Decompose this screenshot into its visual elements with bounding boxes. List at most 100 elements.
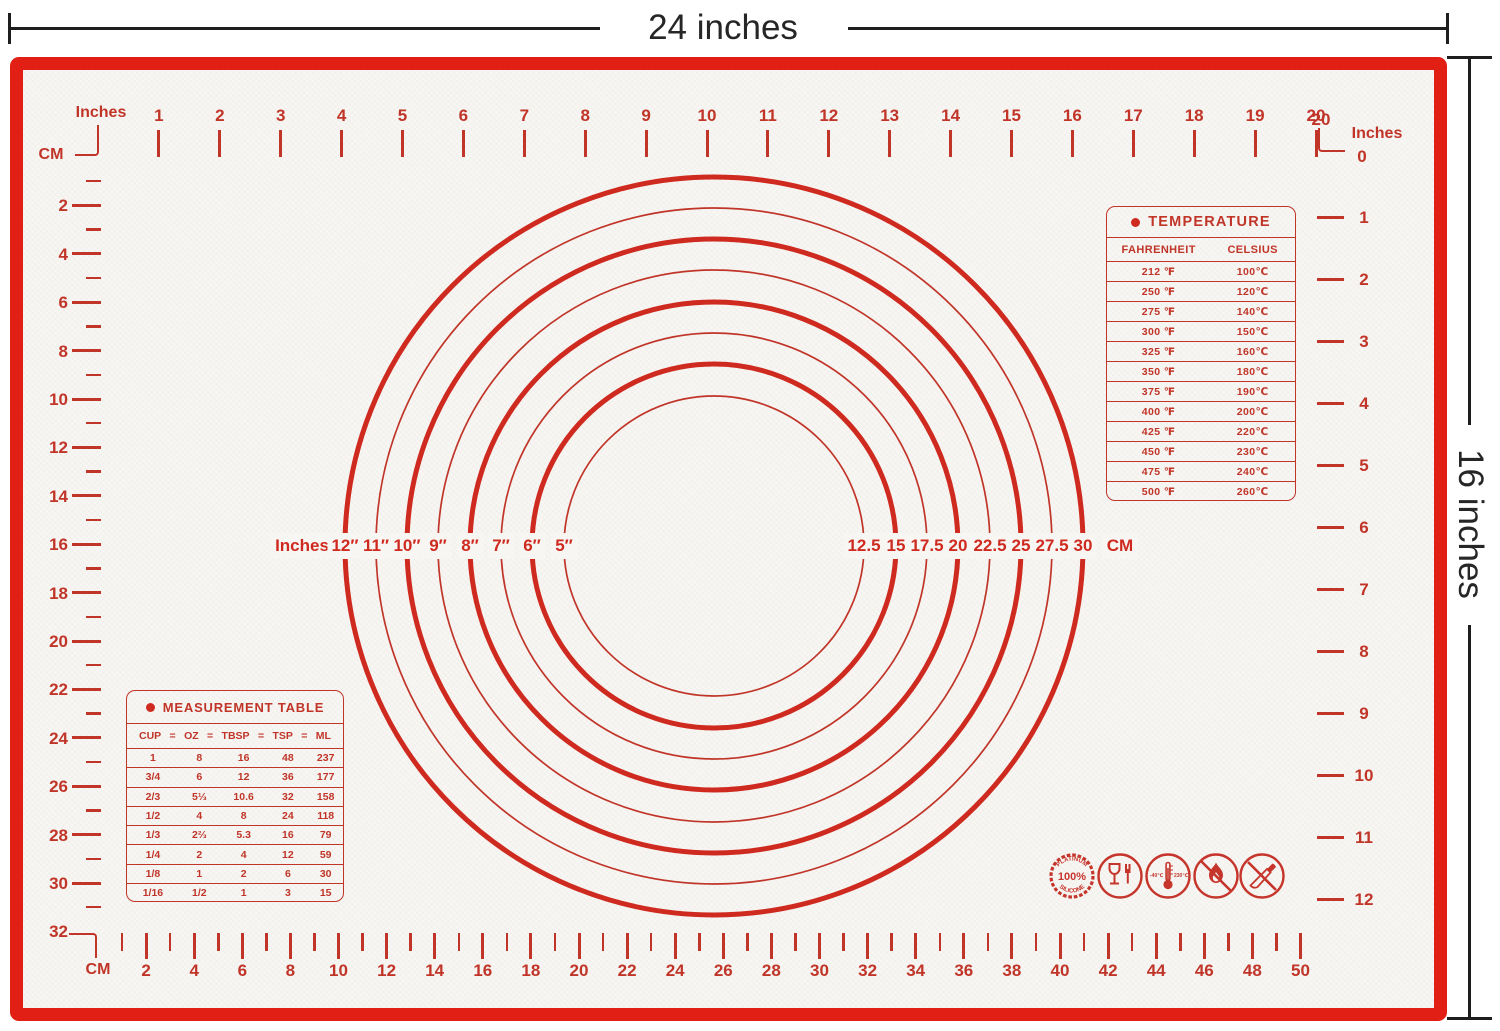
bottom-ruler-unit-label: CM xyxy=(85,961,111,978)
measurement-value: 2/3 xyxy=(145,790,161,803)
top-left-origin-corner xyxy=(75,125,99,156)
left-ruler-number: 20 xyxy=(49,632,68,651)
fahrenheit-value: 450 ℉ xyxy=(1141,445,1176,458)
left-ruler-number: 22 xyxy=(49,680,68,700)
right-ruler-number: 5 xyxy=(1359,456,1369,475)
circle-diameter-label-cm: 17.5 xyxy=(906,533,948,559)
measurement-table-rows: 1 8 16 48 237 3/4 6 12 36 177 2/3 5⅓ 10.6 32 158 1/2 4 8 2… xyxy=(127,748,343,902)
celsius-value: 230℃ xyxy=(1236,445,1269,458)
bottom-ruler-number: 48 xyxy=(1242,961,1262,980)
left-ruler-number: 12 xyxy=(49,438,68,458)
right-ruler-tick xyxy=(1317,215,1344,219)
left-ruler-tick-short xyxy=(86,905,101,909)
top-ruler-number: 15 xyxy=(1002,106,1021,125)
measurement-table-row: 1/2 4 8 24 118 xyxy=(127,805,343,825)
no-open-flame-icon xyxy=(1192,852,1240,900)
bottom-ruler-tick-long xyxy=(529,933,533,959)
top-ruler-tick xyxy=(766,130,770,157)
measurement-column-header: ML xyxy=(315,730,331,742)
bottom-ruler-tick-short xyxy=(842,933,845,951)
circle-diameter-label-inches: 11″ xyxy=(358,533,394,559)
right-ruler-unit-label: Inches xyxy=(1351,125,1403,142)
left-ruler-tick-long xyxy=(72,591,101,595)
temperature-table: TEMPERATURE FAHRENHEIT CELSIUS 212 ℉ 100℃… xyxy=(1106,206,1296,501)
bottom-ruler-tick-short xyxy=(1034,933,1038,951)
bottom-ruler-number: 16 xyxy=(473,961,493,980)
top-ruler-tick xyxy=(949,130,953,157)
celsius-column-header: CELSIUS xyxy=(1227,243,1278,256)
measurement-value: 48 xyxy=(282,752,294,765)
bottom-ruler-tick-short xyxy=(457,933,460,951)
pastry-mat: Inches CM Inches CM 1 2 3 4 5 6 7 8 9 10 11 12 13 14 1… xyxy=(10,57,1447,1021)
top-ruler-number: 20 xyxy=(1306,106,1326,125)
bottom-ruler-tick-long xyxy=(1010,933,1014,959)
right-ruler-number: 10 xyxy=(1354,766,1374,785)
right-ruler-tick xyxy=(1317,463,1344,467)
fahrenheit-column-header: FAHRENHEIT xyxy=(1121,243,1196,256)
left-ruler-tick-long xyxy=(72,687,101,691)
right-ruler-tick xyxy=(1317,525,1344,529)
left-ruler-number: 26 xyxy=(49,777,68,797)
top-ruler-tick xyxy=(1010,130,1013,157)
top-ruler-number: 17 xyxy=(1123,106,1143,125)
bottom-ruler-tick-long xyxy=(240,933,244,959)
left-ruler-number: 4 xyxy=(58,244,68,264)
measurement-value: 1/2 xyxy=(192,887,207,900)
bottom-ruler-number: 12 xyxy=(377,961,397,980)
measurement-value: 2⅔ xyxy=(192,829,207,842)
top-ruler-number: 3 xyxy=(275,106,286,125)
measurement-value: 2 xyxy=(196,848,203,861)
temperature-range-icon: -40℃ 230℃ xyxy=(1144,852,1192,900)
top-ruler-tick xyxy=(888,130,892,157)
bottom-ruler-tick-short xyxy=(217,933,220,951)
measurement-table-row: 3/4 6 12 36 177 xyxy=(127,767,343,786)
left-ruler-tick-short xyxy=(86,518,101,522)
equals-separator: = xyxy=(301,730,308,742)
measurement-value: 8 xyxy=(240,810,247,823)
right-ruler-number: 2 xyxy=(1359,270,1369,289)
top-ruler-tick xyxy=(401,130,404,157)
bottom-ruler-tick-short xyxy=(794,933,797,951)
measurement-column-header: TSP xyxy=(272,730,293,742)
top-ruler-number: 6 xyxy=(458,106,469,125)
top-ruler-number: 19 xyxy=(1245,106,1265,125)
measurement-value: 1/2 xyxy=(145,810,161,823)
right-ruler-tick xyxy=(1317,339,1344,343)
bottom-ruler-number: 8 xyxy=(285,961,296,980)
top-ruler-tick xyxy=(279,130,283,157)
top-ruler-tick xyxy=(1131,130,1135,157)
temperature-table-row: 375 ℉ 190℃ xyxy=(1107,381,1295,401)
measurement-value: 1 xyxy=(149,752,156,765)
width-dimension-label: 24 inches xyxy=(648,8,798,47)
top-ruler-number: 5 xyxy=(397,106,408,125)
left-ruler-tick-long xyxy=(72,397,101,401)
right-ruler-tick xyxy=(1317,835,1344,839)
bottom-ruler-tick-short xyxy=(313,933,316,951)
bottom-ruler-number: 40 xyxy=(1050,961,1070,980)
bottom-ruler-number: 46 xyxy=(1194,961,1214,980)
measurement-table-row: 1/16 1/2 1 3 15 xyxy=(127,883,343,902)
width-dimension-line-right xyxy=(848,26,1449,30)
circle-diameter-label-cm: 30 xyxy=(1069,533,1097,559)
bottom-ruler-tick-long xyxy=(673,933,677,959)
top-ruler-tick xyxy=(827,130,831,157)
measuring-circle xyxy=(563,395,865,697)
temperature-table-title: TEMPERATURE xyxy=(1107,207,1295,237)
bottom-ruler-tick-short xyxy=(698,933,701,951)
top-ruler-tick xyxy=(340,130,344,157)
top-ruler-number: 11 xyxy=(758,106,777,125)
svg-text:SILICONE: SILICONE xyxy=(1058,884,1086,895)
right-ruler-number: 8 xyxy=(1359,642,1369,661)
top-ruler-tick xyxy=(1192,130,1196,157)
equals-separator: = xyxy=(207,730,214,742)
bottom-ruler-tick-long xyxy=(1250,933,1254,959)
bottom-ruler-tick-short xyxy=(938,933,941,951)
left-ruler-number: 32 xyxy=(49,922,68,942)
circle-diameter-label-cm: 20 xyxy=(944,533,972,559)
no-sharp-knife-icon xyxy=(1238,852,1286,900)
bottom-ruler-tick-long xyxy=(192,933,196,959)
measurement-value: 59 xyxy=(319,848,332,861)
bottom-ruler-number: 28 xyxy=(761,961,781,980)
left-ruler-tick-short xyxy=(86,373,101,377)
height-dimension-label: 16 inches xyxy=(1451,449,1490,599)
